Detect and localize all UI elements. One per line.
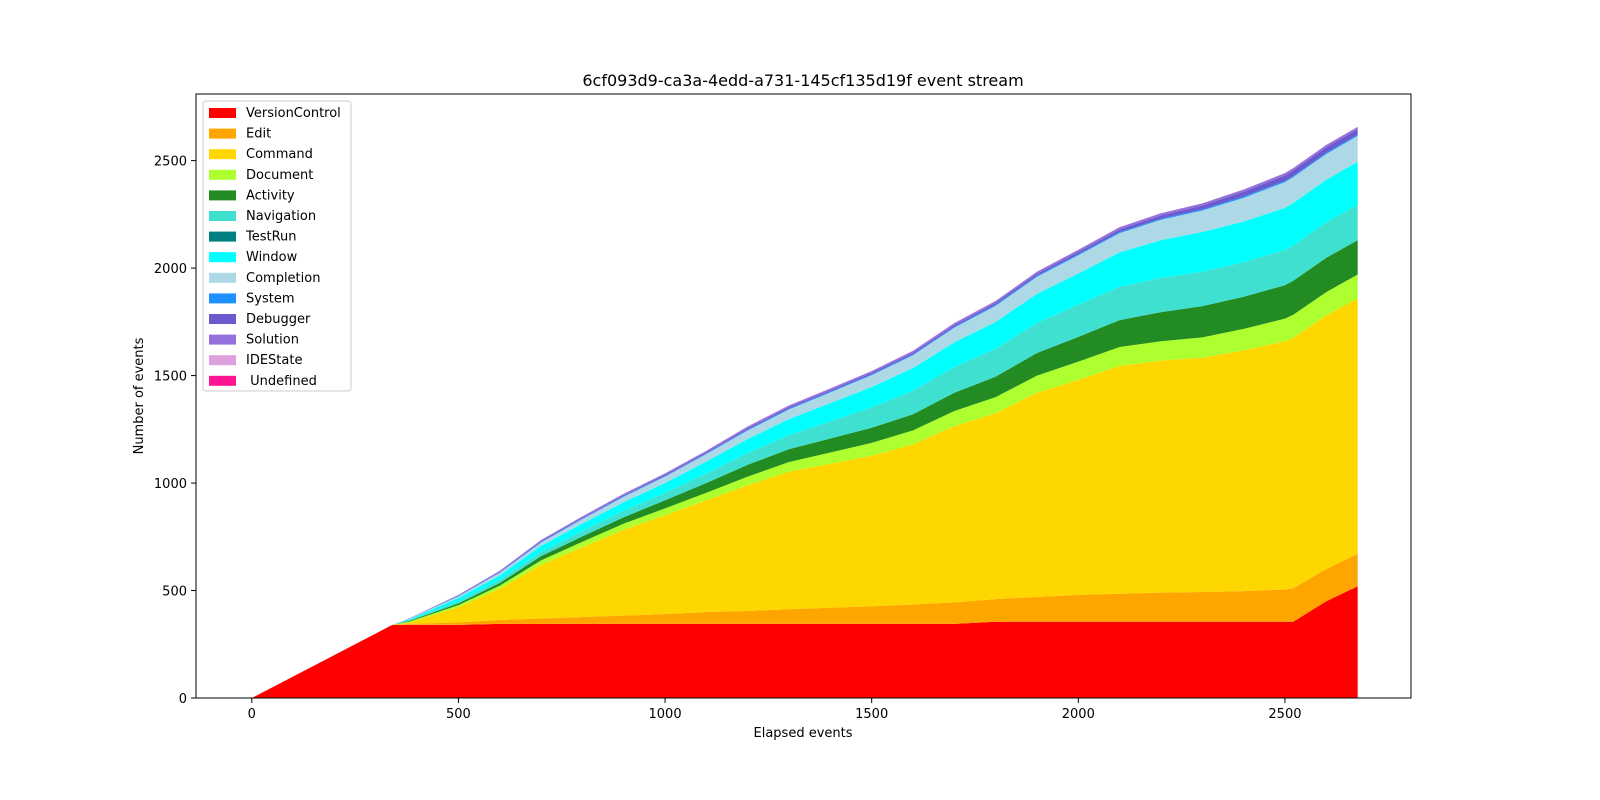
legend-swatch	[209, 355, 236, 366]
y-axis-label: Number of events	[132, 337, 147, 454]
legend-label: System	[246, 291, 294, 306]
legend-label: Completion	[246, 271, 320, 286]
legend-swatch	[209, 314, 236, 324]
legend-label: Window	[246, 250, 298, 265]
x-tick-label: 1000	[649, 707, 682, 722]
legend-label: Command	[246, 147, 313, 162]
x-tick-label: 500	[446, 707, 471, 722]
legend-swatch	[209, 149, 236, 160]
legend-swatch	[209, 231, 236, 242]
legend-label: Solution	[246, 333, 299, 348]
y-tick-label: 2500	[154, 155, 187, 170]
x-axis-label: Elapsed events	[754, 726, 853, 741]
legend-swatch	[209, 190, 236, 201]
x-tick-label: 2000	[1062, 707, 1095, 722]
legend-swatch	[209, 211, 236, 221]
chart-title: 6cf093d9-ca3a-4edd-a731-145cf135d19f eve…	[582, 71, 1023, 90]
legend-swatch	[209, 334, 236, 345]
y-tick-label: 1500	[154, 370, 187, 385]
x-tick-label: 2500	[1268, 707, 1301, 722]
legend-box	[202, 100, 352, 392]
x-tick-label: 1500	[855, 707, 888, 722]
y-tick-label: 0	[179, 692, 187, 707]
legend-swatch	[209, 108, 236, 118]
legend-label: IDEState	[246, 353, 302, 368]
legend-label: Debugger	[246, 312, 311, 327]
legend-label: Undefined	[246, 374, 317, 389]
x-axis: 0 500 1000 1500 2000 2500	[248, 698, 1302, 722]
legend-swatch	[209, 128, 236, 139]
legend-label: Navigation	[246, 209, 316, 224]
legend-swatch	[209, 252, 236, 263]
plot-frame	[195, 93, 1412, 699]
legend: VersionControl Edit Command Document Activit…	[202, 100, 352, 392]
legend-label: TestRun	[245, 230, 297, 245]
y-tick-label: 1000	[154, 477, 187, 492]
area-series-4	[251, 240, 1358, 698]
legend-label: VersionControl	[246, 106, 341, 121]
legend-label: Edit	[246, 127, 271, 142]
y-axis: 0 500 1000 1500 2000 2500	[154, 155, 196, 707]
area-series-7	[251, 161, 1358, 698]
legend-label: Activity	[246, 188, 295, 203]
legend-swatch	[209, 293, 236, 304]
area-series-2	[251, 298, 1358, 698]
legend-swatch	[209, 375, 236, 386]
y-tick-label: 500	[162, 585, 187, 600]
legend-swatch	[209, 272, 236, 283]
area-series-0	[251, 586, 1358, 698]
legend-swatch	[209, 169, 236, 180]
area-series-5	[251, 204, 1358, 698]
y-tick-label: 2000	[154, 262, 187, 277]
x-tick-label: 0	[248, 707, 256, 722]
legend-label: Document	[246, 168, 313, 183]
plot-areas	[251, 126, 1358, 699]
